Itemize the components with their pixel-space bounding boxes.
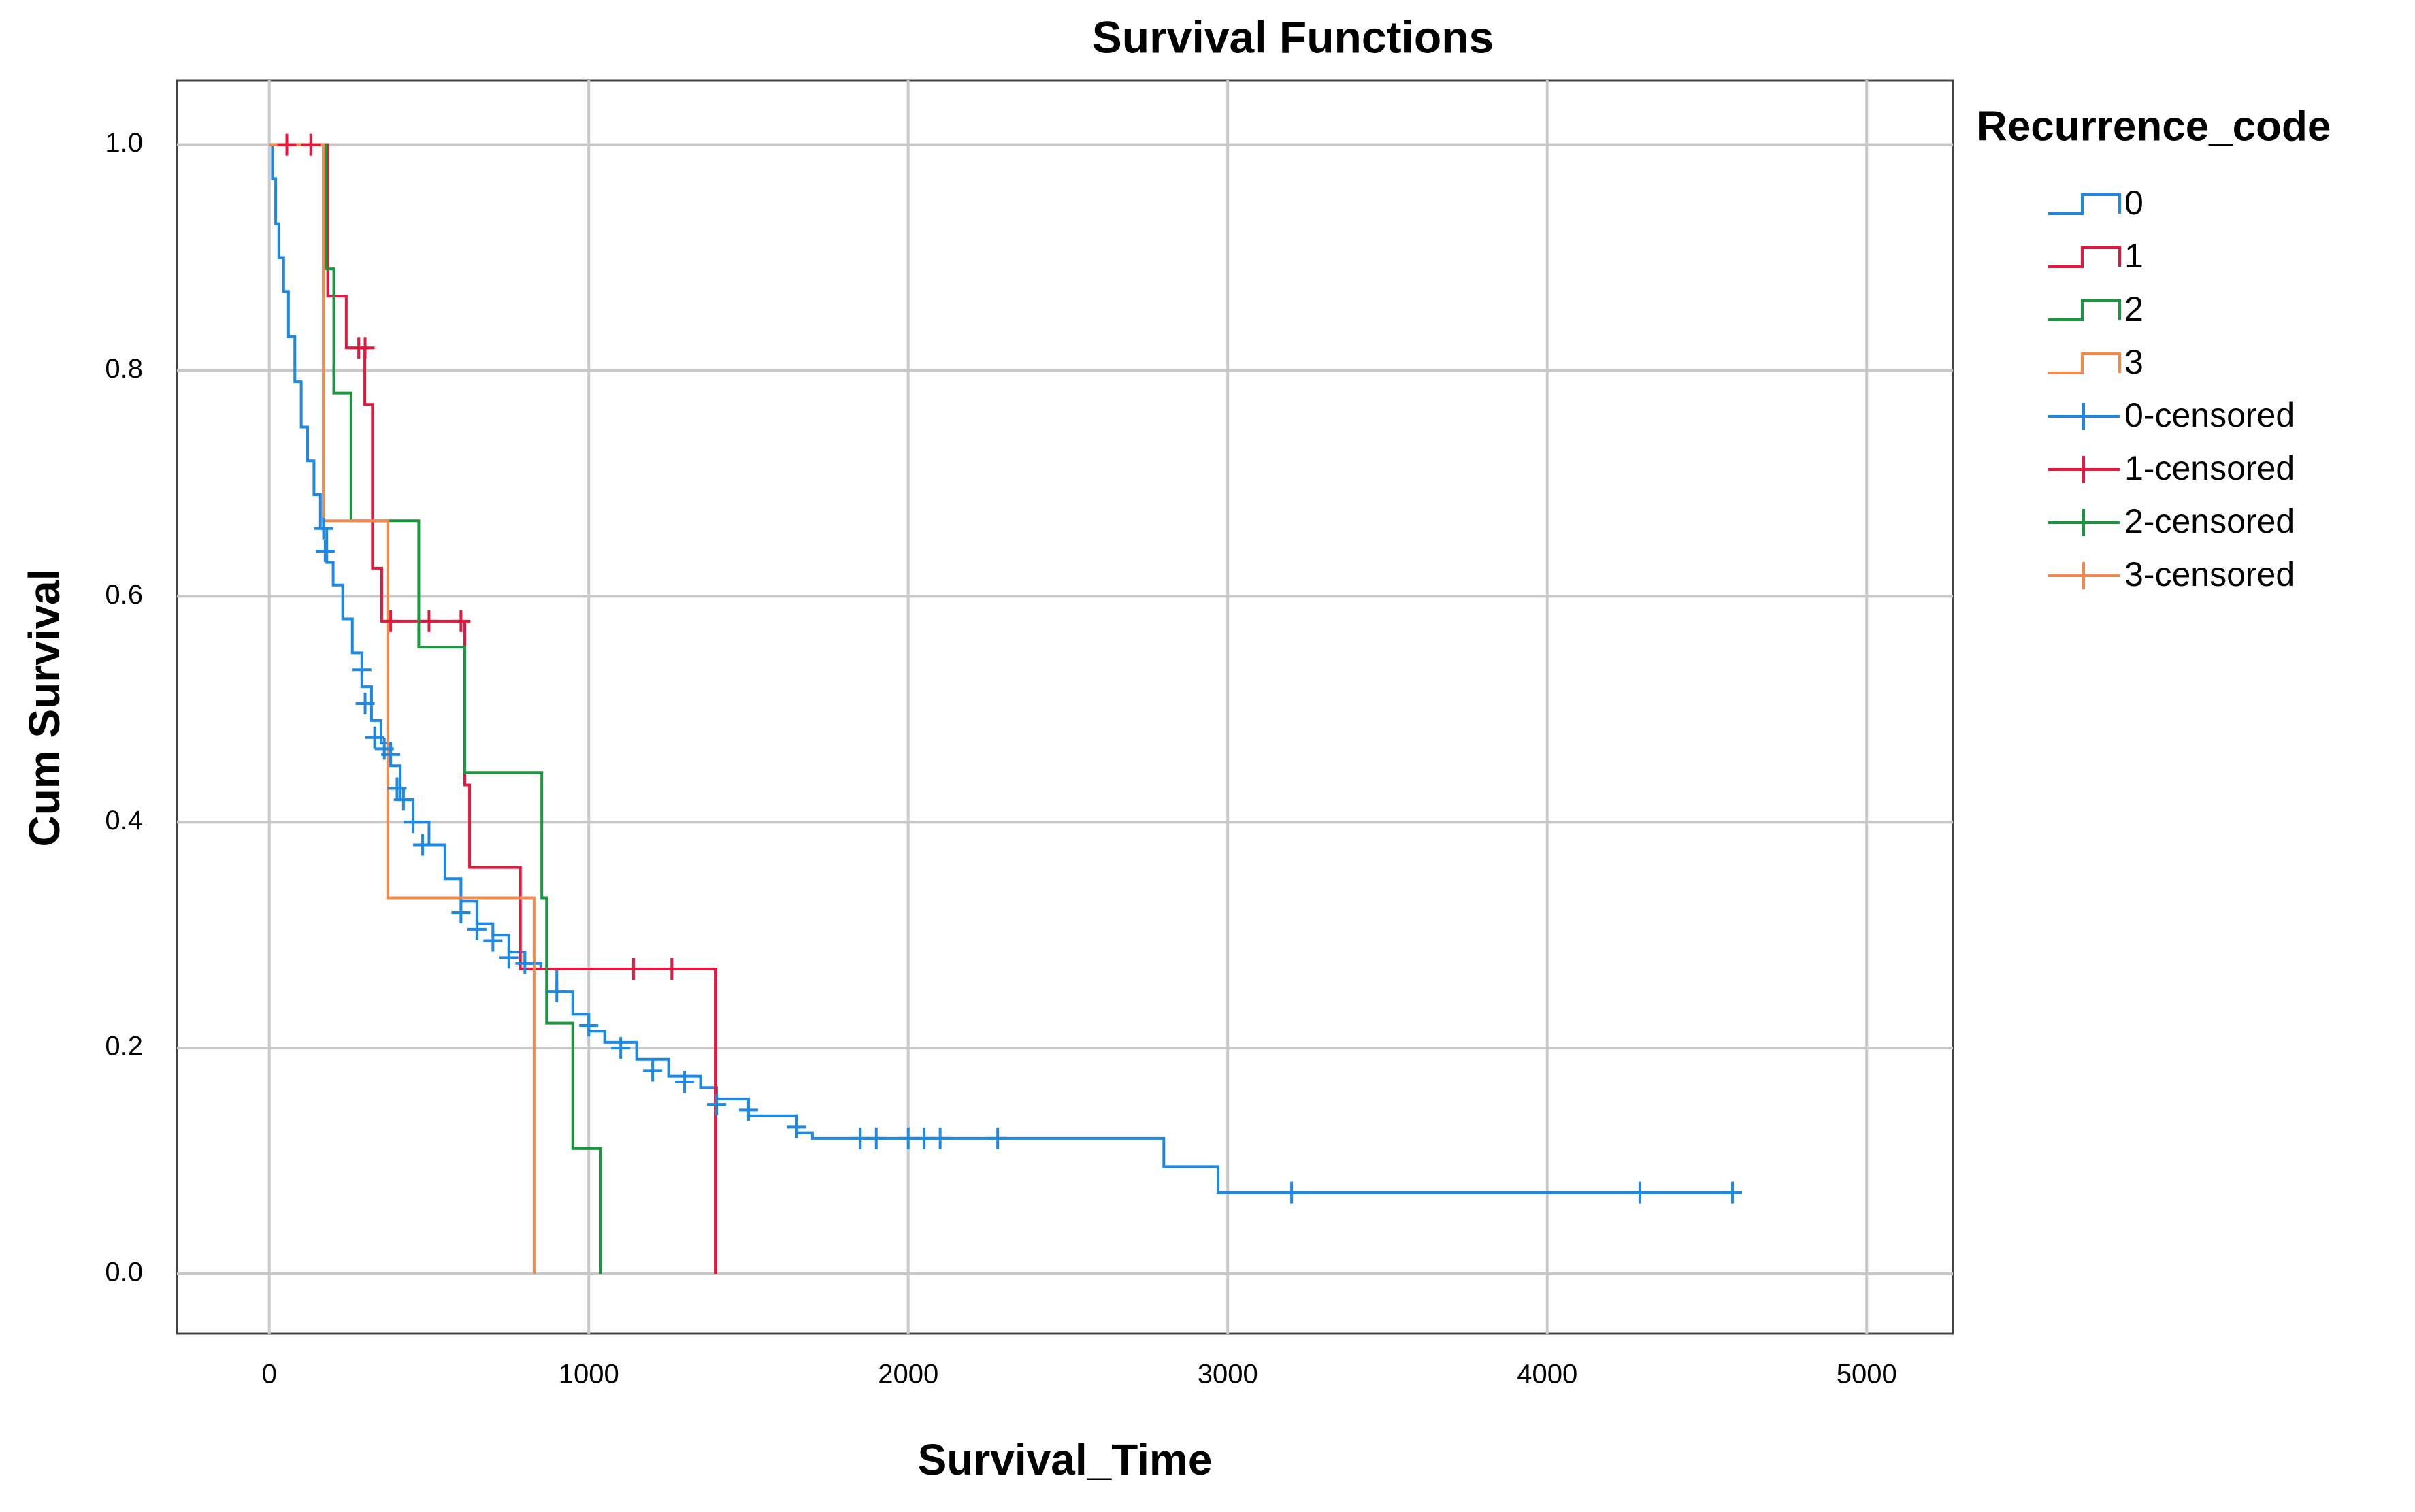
legend-label: 2-censored bbox=[2124, 502, 2295, 540]
censor-mark bbox=[611, 1037, 631, 1059]
censor-mark bbox=[898, 1127, 918, 1149]
censor-mark bbox=[1282, 1181, 1302, 1204]
y-tick-label: 0.0 bbox=[105, 1258, 143, 1287]
y-tick-label: 0.6 bbox=[105, 580, 143, 610]
y-tick-label: 1.0 bbox=[105, 128, 143, 158]
x-tick-label: 0 bbox=[262, 1360, 277, 1390]
legend-label: 3-censored bbox=[2124, 555, 2295, 593]
plot-frame bbox=[176, 79, 1954, 1335]
x-axis-label: Survival_Time bbox=[918, 1435, 1213, 1484]
censor-mark bbox=[579, 1014, 599, 1036]
survival-curve bbox=[269, 143, 718, 1275]
censor-mark bbox=[365, 726, 384, 749]
censor-mark bbox=[403, 811, 423, 834]
legend-icon bbox=[2048, 456, 2120, 483]
censor-mark bbox=[483, 930, 503, 952]
censor-mark bbox=[277, 133, 297, 156]
censor-mark bbox=[413, 834, 433, 856]
censor-mark bbox=[355, 337, 375, 359]
censor-mark bbox=[623, 957, 643, 980]
censor-mark bbox=[387, 777, 407, 800]
legend-label: 2 bbox=[2124, 290, 2143, 328]
censor-mark bbox=[301, 133, 321, 156]
x-tick-label: 5000 bbox=[1837, 1360, 1897, 1390]
censor-mark bbox=[419, 610, 439, 632]
censor-mark bbox=[675, 1070, 695, 1093]
censor-mark bbox=[467, 918, 487, 940]
survival-curve bbox=[269, 143, 1733, 1194]
survival-curve bbox=[269, 143, 536, 1275]
censor-mark bbox=[451, 610, 471, 632]
censor-mark bbox=[851, 1127, 870, 1149]
survival-curve bbox=[269, 143, 602, 1275]
x-tick-label: 2000 bbox=[878, 1360, 938, 1390]
legend-label: 1 bbox=[2124, 237, 2143, 275]
censor-mark bbox=[352, 659, 372, 681]
censor-mark bbox=[1630, 1181, 1649, 1204]
censor-mark bbox=[314, 517, 333, 540]
censor-mark bbox=[787, 1116, 806, 1138]
censor-mark bbox=[643, 1059, 663, 1082]
censor-mark bbox=[451, 902, 471, 924]
censor-mark bbox=[707, 1094, 726, 1116]
y-tick-label: 0.4 bbox=[105, 806, 143, 836]
censor-mark bbox=[930, 1127, 950, 1149]
censor-mark bbox=[499, 947, 519, 969]
censor-mark bbox=[515, 952, 535, 974]
legend-icon bbox=[2048, 509, 2120, 536]
legend-icon bbox=[2048, 299, 2121, 321]
x-tick-label: 3000 bbox=[1198, 1360, 1258, 1390]
censor-mark bbox=[738, 1099, 758, 1121]
censor-mark bbox=[662, 957, 682, 980]
censor-mark bbox=[915, 1127, 934, 1149]
legend-icon bbox=[2048, 403, 2120, 430]
censor-mark bbox=[381, 743, 401, 766]
legend-label: 0 bbox=[2124, 184, 2143, 222]
legend-label: 1-censored bbox=[2124, 449, 2295, 487]
x-tick-label: 1000 bbox=[559, 1360, 619, 1390]
legend-icon bbox=[2048, 193, 2121, 215]
chart-title: Survival Functions bbox=[1092, 12, 1494, 62]
censor-mark bbox=[988, 1127, 1008, 1149]
censor-mark bbox=[393, 789, 413, 811]
legend-title: Recurrence_code bbox=[1977, 103, 2331, 150]
censor-mark bbox=[866, 1127, 886, 1149]
legend-icon bbox=[2048, 562, 2120, 589]
y-axis-label: Cum Survival bbox=[20, 568, 69, 847]
censor-mark bbox=[315, 540, 335, 562]
y-tick-label: 0.8 bbox=[105, 354, 143, 384]
legend-icon bbox=[2048, 352, 2121, 374]
legend-label: 3 bbox=[2124, 343, 2143, 381]
legend-label: 0-censored bbox=[2124, 396, 2295, 434]
censor-mark bbox=[547, 981, 567, 1003]
y-tick-label: 0.2 bbox=[105, 1032, 143, 1062]
x-tick-label: 4000 bbox=[1517, 1360, 1577, 1390]
legend-icon bbox=[2048, 246, 2121, 268]
censor-mark bbox=[1723, 1181, 1743, 1204]
censor-mark bbox=[381, 610, 401, 632]
censor-mark bbox=[355, 693, 375, 715]
